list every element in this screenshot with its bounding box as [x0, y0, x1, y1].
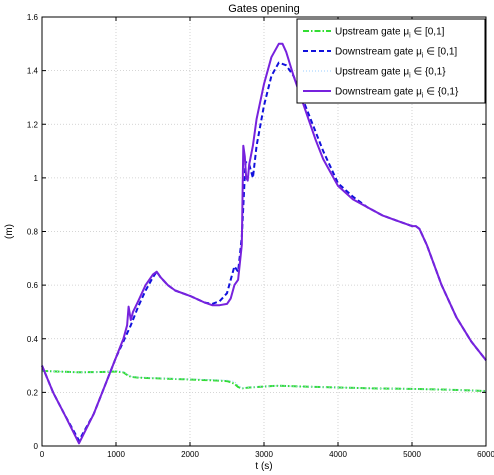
legend-label-0: Upstream gate μi ∈ [0,1]	[335, 27, 445, 40]
x-axis-title: t (s)	[255, 461, 272, 472]
y-tick-label: 0	[34, 442, 39, 451]
y-tick-label: 1	[34, 174, 39, 183]
legend-label-3: Downstream gate μi ∈ {0,1}	[335, 87, 459, 100]
y-tick-label: 1.6	[27, 13, 39, 22]
x-tick-label: 0	[40, 450, 45, 459]
y-tick-label: 1.4	[27, 67, 39, 76]
legend-box	[296, 18, 486, 104]
x-tick-label: 3000	[255, 450, 273, 459]
y-tick-label: 0.8	[27, 228, 39, 237]
y-axis-title: (m)	[4, 224, 15, 239]
legend-label-2: Upstream gate μi ∈ {0,1}	[335, 67, 446, 80]
x-tick-label: 2000	[181, 450, 199, 459]
y-tick-label: 0.4	[27, 335, 39, 344]
legend-label-1: Downstream gate μi ∈ [0,1]	[335, 47, 457, 60]
x-tick-label: 1000	[107, 450, 125, 459]
series-lines	[41, 42, 487, 445]
x-tick-label: 5000	[403, 450, 421, 459]
x-tick-label: 4000	[329, 450, 347, 459]
x-tick-label: 6000	[477, 450, 494, 459]
series-line-3	[41, 42, 487, 445]
y-tick-label: 0.2	[27, 388, 39, 397]
chart-title: Gates opening	[228, 3, 300, 15]
series-line-0	[41, 369, 487, 392]
legend: Upstream gate μi ∈ [0,1] Downstream gate …	[296, 18, 486, 104]
y-tick-label: 1.2	[27, 120, 39, 129]
y-tick-label: 0.6	[27, 281, 39, 290]
